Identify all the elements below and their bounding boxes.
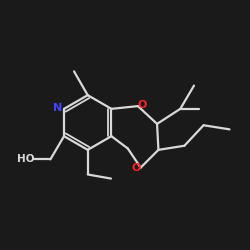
Text: O: O	[138, 100, 147, 110]
Text: N: N	[53, 103, 62, 113]
Text: O: O	[132, 163, 141, 173]
Text: HO: HO	[17, 154, 34, 164]
